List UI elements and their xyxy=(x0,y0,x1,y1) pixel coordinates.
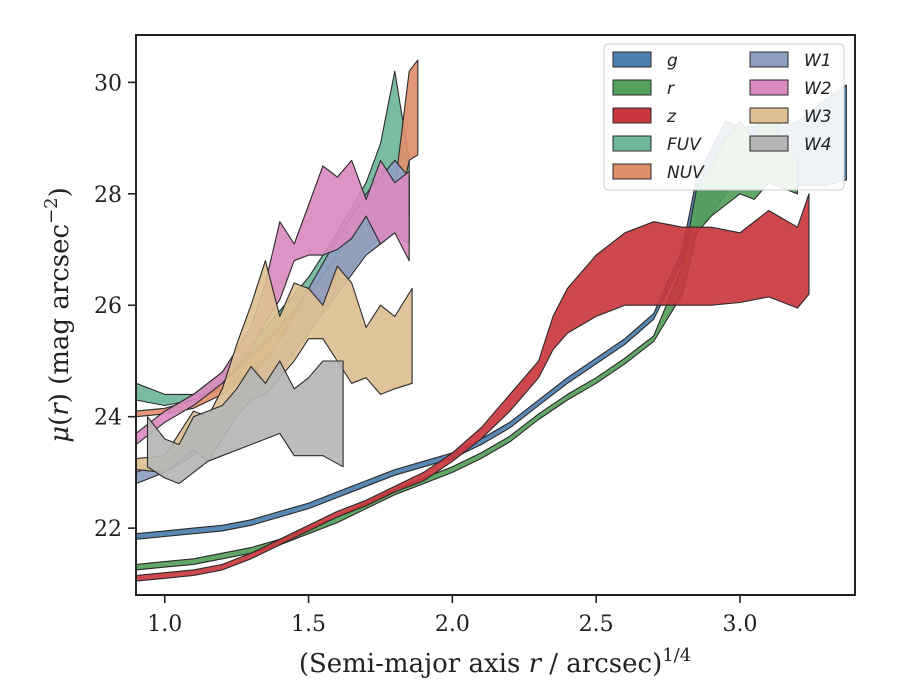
legend-swatch xyxy=(612,107,652,124)
legend-swatch xyxy=(612,51,652,68)
legend-item-nuv: NUV xyxy=(612,163,705,183)
plot-frame xyxy=(135,34,856,596)
legend-swatch xyxy=(612,135,652,152)
legend-label: W1 xyxy=(804,51,832,71)
legend-item-w1: W1 xyxy=(749,51,832,71)
legend-item-w2: W2 xyxy=(749,79,832,99)
legend-swatch xyxy=(749,135,789,152)
y-tick-label: 22 xyxy=(94,517,122,542)
y-axis-ticks: 22 24 26 28 30 xyxy=(94,71,136,542)
legend-item-w4: W4 xyxy=(749,135,832,155)
legend-label: r xyxy=(667,79,675,99)
legend-item-g: g xyxy=(612,51,678,71)
legend-label: W4 xyxy=(804,135,832,155)
legend-item-fuv: FUV xyxy=(612,135,702,155)
band-w4 xyxy=(146,360,344,485)
legend-swatch xyxy=(749,51,789,68)
y-tick-label: 28 xyxy=(94,183,122,208)
legend-swatch xyxy=(612,163,652,180)
legend-label: z xyxy=(666,107,677,127)
legend: grz FUV NUV W1 W2 W3 W4 xyxy=(603,43,845,191)
legend-item-w3: W3 xyxy=(749,107,832,127)
legend-label: W3 xyxy=(804,107,832,127)
band-w3 xyxy=(136,260,413,473)
band-z xyxy=(136,193,810,582)
x-axis-ticks: 1.0 1.5 2.0 2.5 3.0 xyxy=(147,595,757,637)
y-tick-label: 30 xyxy=(94,71,122,96)
x-tick-label: 2.5 xyxy=(579,612,614,637)
x-tick-label: 1.0 xyxy=(147,612,182,637)
legend-swatch xyxy=(612,79,652,96)
y-tick-label: 26 xyxy=(94,294,122,319)
legend-item-z: z xyxy=(612,107,677,127)
legend-swatch xyxy=(749,107,789,124)
x-tick-label: 3.0 xyxy=(722,612,757,637)
legend-swatch xyxy=(749,79,789,96)
x-tick-label: 1.5 xyxy=(291,612,326,637)
legend-label: FUV xyxy=(667,135,702,155)
y-tick-label: 24 xyxy=(94,406,122,431)
y-axis-title: μ(r) (mag arcsec−2) xyxy=(41,187,75,443)
legend-label: W2 xyxy=(804,79,832,99)
x-axis-title: (Semi-major axis r / arcsec)1/4 xyxy=(299,645,691,679)
legend-item-r: r xyxy=(612,79,675,99)
x-tick-label: 2.0 xyxy=(435,612,470,637)
legend-label: g xyxy=(667,51,678,71)
legend-label: NUV xyxy=(667,163,705,183)
